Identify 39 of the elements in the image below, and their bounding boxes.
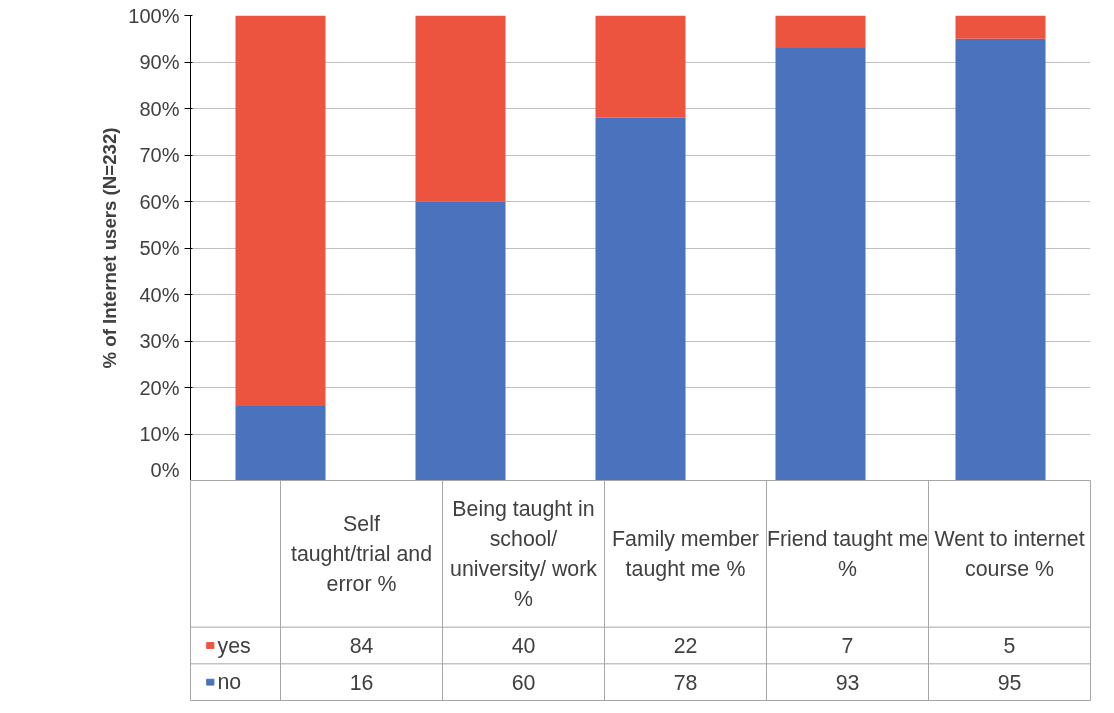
bar: [595, 15, 686, 118]
y-tick-label: 70%: [139, 144, 180, 166]
data-label: 5: [1003, 634, 1016, 658]
x-tick-label: Went to internet course %: [934, 526, 1085, 581]
bar: [775, 15, 866, 49]
y-tick-label: 60%: [139, 190, 180, 213]
y-tick-label: 0%: [150, 458, 180, 481]
legend-label: no: [217, 670, 242, 695]
data-label: 95: [997, 670, 1022, 695]
data-label: 7: [841, 634, 854, 658]
y-tick-label: 80%: [139, 97, 180, 120]
bar: [235, 406, 326, 480]
bar: [415, 15, 506, 202]
data-label: 22: [673, 634, 698, 658]
y-tick-label: 30%: [139, 330, 180, 352]
legend-label: yes: [217, 633, 251, 658]
bar: [235, 15, 326, 407]
data-label: 78: [673, 670, 698, 695]
bar: [415, 201, 506, 480]
y-tick-label: 100%: [128, 4, 180, 27]
y-tick-label: 10%: [139, 423, 180, 445]
y-tick-label: 40%: [139, 283, 180, 306]
data-label: 84: [349, 634, 374, 658]
x-tick-label: Being taught in school/ university/ work %: [450, 496, 598, 611]
data-label: 60: [511, 670, 536, 695]
bar: [595, 117, 686, 480]
data-label: 16: [349, 670, 374, 695]
y-tick-label: 20%: [139, 376, 180, 399]
bar: [955, 38, 1046, 480]
y-axis-title: % of Internet users (N=232): [99, 127, 121, 369]
y-tick-label: 50%: [139, 237, 180, 259]
data-label: 40: [511, 634, 536, 658]
y-tick-label: 90%: [139, 51, 180, 73]
data-label: 93: [835, 670, 860, 695]
x-tick-label: Friend taught me %: [766, 526, 929, 581]
x-tick-label: Self taught/trial and error %: [290, 511, 433, 596]
bar: [955, 15, 1046, 39]
x-tick-label: Family member taught me %: [612, 526, 759, 581]
bar: [775, 48, 866, 480]
